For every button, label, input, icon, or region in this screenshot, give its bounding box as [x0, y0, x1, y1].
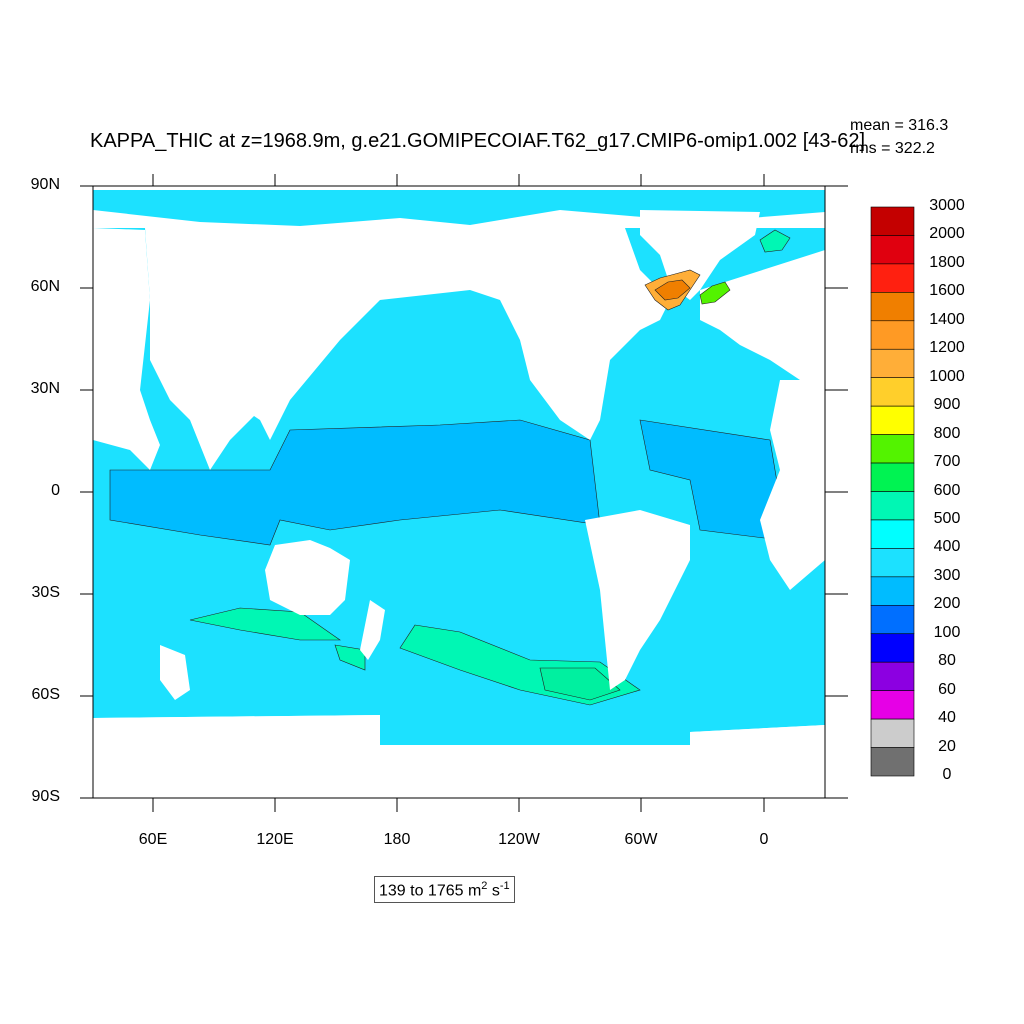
xtick-label: 0: [759, 831, 769, 848]
colorbar-swatch: [870, 519, 915, 549]
range-label: 139 to 1765 m2 s-1: [374, 876, 515, 904]
colorbar-swatch: [870, 405, 915, 435]
colorbar-label: 60: [938, 680, 956, 698]
southern-zone-core: [539, 667, 621, 701]
colorbar-swatch: [870, 690, 915, 720]
range-text: 139 to 1765 m: [379, 882, 482, 900]
land-masses: [93, 210, 825, 798]
colorbar-label: 40: [938, 709, 956, 727]
unit-exponent: -1: [499, 880, 510, 892]
tropical-band: [109, 419, 601, 546]
southern-zone-3: [334, 644, 366, 671]
colorbar-label: 200: [933, 595, 961, 613]
colorbar-swatch: [870, 434, 915, 464]
xtick-label: 60E: [138, 831, 168, 848]
unit-text: s: [487, 882, 500, 900]
colorbar-swatch: [870, 661, 915, 691]
ytick-label: 60N: [30, 278, 60, 295]
colorbar-swatch: [870, 604, 915, 635]
colorbar-label: 500: [933, 510, 961, 527]
colorbar-swatch: [870, 718, 915, 748]
colorbar-swatch: [870, 633, 915, 663]
mean-stat: mean = 316.3: [850, 117, 949, 134]
xtick-label: 60W: [624, 831, 658, 848]
hotspot-core: [654, 279, 691, 301]
ytick-label: 60S: [31, 686, 60, 703]
colorbar-swatch: [870, 747, 915, 777]
southern-zone-1: [189, 607, 341, 641]
ytick-label: 90N: [30, 176, 60, 193]
colorbar-label: 400: [933, 538, 961, 556]
colorbar-label: 1600: [929, 282, 965, 300]
colorbar-label: 800: [933, 424, 961, 442]
colorbar-swatch: [870, 576, 915, 606]
colorbar-label: 1200: [929, 339, 965, 357]
colorbar-label: 600: [933, 481, 961, 499]
colorbar-label: 1400: [929, 310, 965, 328]
hotspot-green: [699, 281, 731, 305]
unit-exponent: 2: [481, 880, 488, 892]
plot-title: KAPPA_THIC at z=1968.9m, g.e21.GOMIPECOI…: [90, 130, 865, 152]
colorbar-label: 700: [933, 453, 961, 471]
colorbar-swatch: [870, 320, 915, 350]
ytick-label: 30N: [30, 380, 60, 397]
colorbar-label: 0: [942, 766, 952, 783]
xtick-label: 120E: [256, 831, 294, 848]
colorbar-swatch: [870, 348, 915, 379]
colorbar-label: 2000: [929, 225, 965, 243]
nordic-spot: [759, 229, 791, 253]
ytick-label: 30S: [31, 584, 60, 601]
colorbar-label: 1800: [929, 253, 965, 271]
colorbar-swatch: [870, 462, 915, 492]
colorbar-label: 80: [938, 652, 956, 670]
colorbar-swatch: [870, 235, 915, 265]
colorbar-label: 100: [933, 623, 961, 641]
colorbar-label: 1000: [929, 367, 965, 385]
xtick-label: 120W: [498, 831, 540, 848]
colorbar-swatch: [870, 263, 915, 293]
colorbar-swatch: [870, 292, 915, 322]
colorbar-swatch: [870, 206, 915, 236]
colorbar-label: 900: [933, 396, 961, 414]
ytick-label: 0: [51, 482, 60, 499]
ytick-label: 90S: [31, 788, 60, 805]
colorbar: [870, 206, 915, 777]
rms-stat: rms = 322.2: [850, 140, 935, 157]
colorbar-label: 3000: [929, 197, 965, 214]
map-field: [93, 190, 825, 798]
colorbar-swatch: [870, 548, 915, 578]
xtick-label: 180: [383, 831, 411, 848]
colorbar-swatch: [870, 377, 915, 407]
colorbar-label: 20: [938, 737, 956, 755]
ticks: [80, 174, 848, 812]
colorbar-swatch: [870, 491, 915, 521]
atlantic-tropical: [639, 419, 781, 541]
colorbar-label: 300: [933, 566, 961, 584]
